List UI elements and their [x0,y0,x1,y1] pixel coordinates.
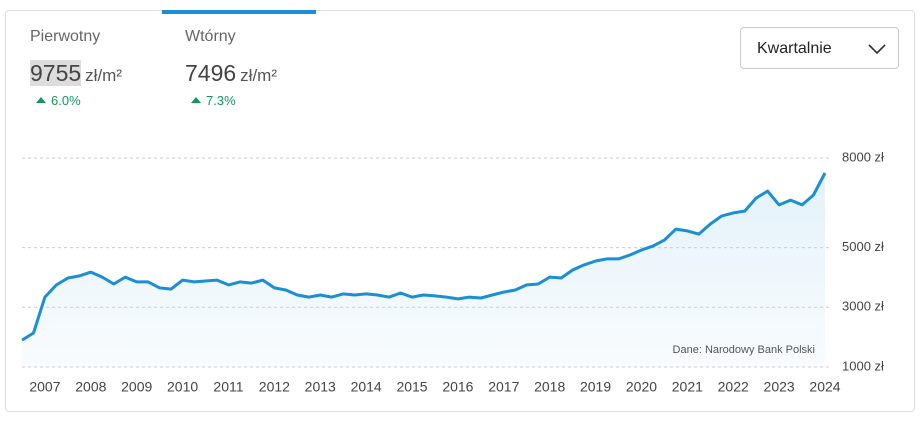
x-tick-label: 2012 [259,379,290,395]
change: 6.0% [30,93,122,108]
change-text: 6.0% [51,93,81,108]
y-tick-label: 8000 zł [842,149,884,164]
x-tick-label: 2023 [764,379,795,395]
tab-label: Wtórny [185,28,236,45]
active-tab-indicator [162,10,316,14]
tab[interactable]: Wtórny 7496 zł/m² 7.3% [185,28,277,108]
x-tick-label: 2022 [718,379,749,395]
x-tick-label: 2014 [351,379,382,395]
x-tick-label: 2008 [75,379,106,395]
tab[interactable]: Pierwotny 9755 zł/m² 6.0% [30,28,122,108]
unit: zł/m² [85,66,122,85]
value: 7496 [185,60,237,86]
y-tick-label: 5000 zł [842,239,884,254]
tab-value: 7496 zł/m² [185,60,277,87]
x-tick-label: 2009 [121,379,152,395]
value: 9755 [30,60,82,86]
x-tick-label: 2007 [29,379,60,395]
x-tick-label: 2024 [809,379,840,395]
x-tick-label: 2019 [580,379,611,395]
dropdown-label: Kwartalnie [757,40,832,57]
y-tick-label: 1000 zł [842,358,884,373]
x-tick-label: 2018 [534,379,565,395]
x-tick-label: 2011 [213,379,243,395]
x-tick-label: 2021 [672,379,703,395]
chevron [868,44,886,55]
change: 7.3% [185,93,277,108]
x-tick-label: 2017 [488,379,519,395]
tab-label: Pierwotny [30,28,101,45]
dropdown[interactable]: Kwartalnie [740,27,899,69]
x-tick-label: 2020 [626,379,657,395]
line [21,172,827,342]
area [22,173,825,367]
x-tick-label: 2015 [396,379,427,395]
x-tick-label: 2016 [442,379,473,395]
source-note: Dane: Narodowy Bank Polski [673,344,815,356]
y-tick-label: 3000 zł [842,299,884,314]
unit: zł/m² [240,66,277,85]
x-tick-label: 2010 [167,379,198,395]
change-text: 7.3% [206,93,236,108]
tab-value: 9755 zł/m² [30,60,122,87]
card [5,10,915,412]
x-tick-label: 2013 [305,379,336,395]
